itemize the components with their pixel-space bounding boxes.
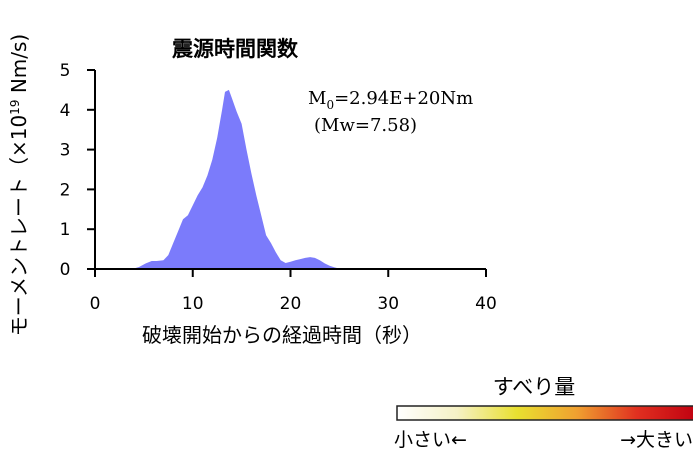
y-tick-label: 5	[60, 61, 71, 81]
x-tick-label: 30	[377, 294, 399, 314]
m0-subscript: 0	[326, 98, 334, 112]
y-tick-label: 2	[60, 180, 71, 200]
slip-legend-high-label: →大きい	[620, 429, 693, 451]
mw-annotation: (Mw=7.58)	[314, 115, 417, 136]
y-tick-label: 0	[60, 260, 71, 280]
m0-value: =2.94E+20Nm	[334, 88, 473, 109]
x-ticks: 0 10 20 30 40	[90, 269, 497, 314]
slip-legend-title: すべり量	[493, 375, 576, 399]
slip-color-bar	[396, 405, 693, 421]
y-tick-label: 3	[60, 141, 71, 161]
x-tick-label: 10	[182, 294, 204, 314]
y-axis-title: モーメントレート（×1019 Nm/s)	[7, 34, 31, 336]
y-axis-title-prefix: モーメントレート（×10	[7, 115, 31, 336]
moment-rate-area	[95, 89, 486, 270]
chart-title: 震源時間関数	[172, 37, 299, 61]
y-axis-title-suffix: Nm/s)	[7, 34, 31, 100]
y-tick-label: 4	[60, 101, 71, 121]
x-tick-label: 40	[475, 294, 497, 314]
y-axis-title-exponent: 19	[8, 100, 22, 115]
y-ticks: 0 1 2 3 4 5	[60, 61, 95, 280]
x-tick-label: 0	[90, 294, 101, 314]
slip-legend-low-label: 小さい←	[394, 429, 467, 451]
m0-prefix: M	[308, 88, 326, 109]
m0-annotation: M0=2.94E+20Nm	[308, 88, 473, 112]
x-tick-label: 20	[280, 294, 302, 314]
x-axis-title: 破壊開始からの経過時間（秒）	[142, 323, 422, 347]
y-tick-label: 1	[60, 220, 71, 240]
